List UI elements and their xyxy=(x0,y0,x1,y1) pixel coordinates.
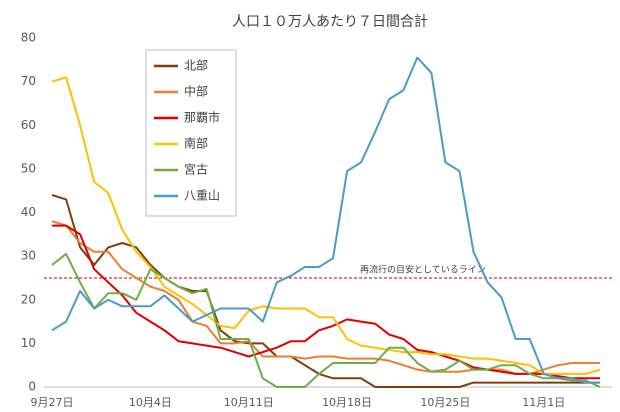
legend-box xyxy=(145,49,237,217)
x-tick-label: 11月1日 xyxy=(522,396,565,409)
y-tick-label: 40 xyxy=(21,205,36,219)
y-tick-label: 60 xyxy=(21,118,36,132)
y-tick-label: 80 xyxy=(21,31,36,45)
y-tick-label: 0 xyxy=(28,380,36,394)
series-line xyxy=(51,76,601,375)
y-tick-label: 70 xyxy=(21,74,36,88)
x-tick-label: 10月18日 xyxy=(322,396,372,409)
y-tick-label: 30 xyxy=(21,249,36,263)
x-tick-label: 9月27日 xyxy=(31,396,74,409)
x-tick-label: 10月11日 xyxy=(224,396,274,409)
reference-label: 再流行の目安としているライン xyxy=(360,263,486,275)
y-tick-label: 20 xyxy=(21,292,36,306)
x-tick-label: 10月25日 xyxy=(420,396,470,409)
y-tick-label: 50 xyxy=(21,161,36,175)
series-line xyxy=(51,252,601,388)
series-line xyxy=(51,194,600,388)
legend-label: 北部 xyxy=(184,58,208,73)
legend-label: 南部 xyxy=(184,136,208,151)
legend-label: 那覇市 xyxy=(184,110,220,125)
legend-label: 宮古 xyxy=(184,162,208,177)
series-line xyxy=(52,224,600,380)
x-tick-label: 10月4日 xyxy=(129,396,172,409)
legend-label: 八重山 xyxy=(184,189,220,203)
series-line xyxy=(51,56,600,384)
y-tick-label: 10 xyxy=(21,336,36,350)
legend-label: 中部 xyxy=(184,84,208,99)
chart-title: 人口１０万人あたり７日間合計 xyxy=(232,14,428,30)
series-line xyxy=(51,220,600,375)
